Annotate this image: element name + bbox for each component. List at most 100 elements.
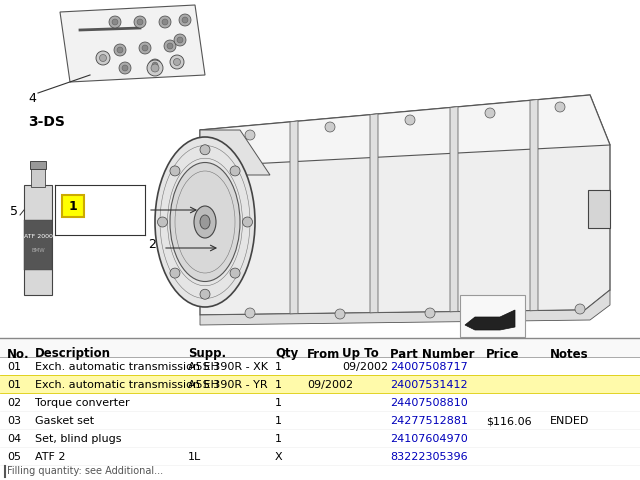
Text: 1: 1 <box>275 434 282 444</box>
Text: Set, blind plugs: Set, blind plugs <box>35 434 122 444</box>
Text: 1: 1 <box>275 380 282 390</box>
Text: 24277512881: 24277512881 <box>390 416 468 426</box>
Text: ATF 2: ATF 2 <box>35 452 65 462</box>
Text: 24107604970: 24107604970 <box>390 434 468 444</box>
Circle shape <box>243 217 253 227</box>
Polygon shape <box>200 130 270 175</box>
Text: Torque converter: Torque converter <box>35 398 130 408</box>
Circle shape <box>122 65 128 71</box>
Text: 09/2002: 09/2002 <box>307 380 353 390</box>
Text: Exch. automatic transmission EH: Exch. automatic transmission EH <box>35 380 219 390</box>
Text: Description: Description <box>35 348 111 360</box>
Text: Supp.: Supp. <box>188 348 226 360</box>
Bar <box>62 195 84 217</box>
Circle shape <box>200 145 210 155</box>
Text: Price: Price <box>486 348 520 360</box>
Circle shape <box>335 309 345 319</box>
Polygon shape <box>200 95 610 165</box>
Text: BMW: BMW <box>31 248 45 252</box>
Circle shape <box>555 102 565 112</box>
Text: 01: 01 <box>7 362 21 372</box>
Bar <box>588 190 610 228</box>
Text: $116.06: $116.06 <box>486 416 532 426</box>
Text: Gasket set: Gasket set <box>35 416 94 426</box>
Circle shape <box>157 217 168 227</box>
Polygon shape <box>60 5 205 82</box>
Circle shape <box>485 108 495 118</box>
Circle shape <box>109 16 121 28</box>
Circle shape <box>139 42 151 54</box>
Text: 1: 1 <box>275 362 282 372</box>
Circle shape <box>147 60 163 76</box>
Circle shape <box>142 45 148 51</box>
Polygon shape <box>200 95 610 315</box>
Text: 01: 01 <box>7 380 21 390</box>
Circle shape <box>149 59 161 71</box>
Text: Part Number: Part Number <box>390 348 474 360</box>
Circle shape <box>99 55 106 61</box>
Circle shape <box>575 304 585 314</box>
Circle shape <box>179 14 191 26</box>
Text: 24007508717: 24007508717 <box>390 362 468 372</box>
Text: 1L: 1L <box>188 452 201 462</box>
Circle shape <box>170 166 180 176</box>
Text: 1: 1 <box>275 398 282 408</box>
Bar <box>460 295 525 337</box>
Polygon shape <box>465 310 515 330</box>
Text: 24007531412: 24007531412 <box>390 380 468 390</box>
Text: Filling quantity: see Additional...: Filling quantity: see Additional... <box>7 466 163 476</box>
Bar <box>24 220 52 270</box>
Circle shape <box>245 130 255 140</box>
Circle shape <box>159 16 171 28</box>
Circle shape <box>173 59 180 65</box>
Circle shape <box>117 47 123 53</box>
Circle shape <box>119 62 131 74</box>
Circle shape <box>114 44 126 56</box>
Text: Notes: Notes <box>550 348 589 360</box>
Bar <box>30 161 46 169</box>
Circle shape <box>170 268 180 278</box>
Circle shape <box>325 122 335 132</box>
Circle shape <box>167 43 173 49</box>
Text: A5S 390R - XK: A5S 390R - XK <box>188 362 268 372</box>
Circle shape <box>137 19 143 25</box>
Text: 3-DS: 3-DS <box>28 115 65 129</box>
Text: 1: 1 <box>275 416 282 426</box>
Circle shape <box>152 62 158 68</box>
Text: 5: 5 <box>10 205 18 218</box>
Ellipse shape <box>155 137 255 307</box>
Text: X: X <box>275 452 283 462</box>
Circle shape <box>162 19 168 25</box>
Text: From: From <box>307 348 340 360</box>
Circle shape <box>151 64 159 72</box>
Text: 4: 4 <box>28 92 36 105</box>
Text: ATF 2000: ATF 2000 <box>24 235 52 240</box>
Circle shape <box>182 17 188 23</box>
Circle shape <box>96 51 110 65</box>
Circle shape <box>245 308 255 318</box>
Polygon shape <box>200 290 610 325</box>
Circle shape <box>177 37 183 43</box>
Ellipse shape <box>170 163 240 281</box>
Text: 03: 03 <box>7 416 21 426</box>
Bar <box>31 167 45 187</box>
Polygon shape <box>290 121 298 314</box>
Ellipse shape <box>200 215 210 229</box>
Text: 1: 1 <box>68 201 77 214</box>
Circle shape <box>230 268 240 278</box>
Text: Qty: Qty <box>275 348 298 360</box>
Bar <box>0 375 640 393</box>
Text: ENDED: ENDED <box>550 416 589 426</box>
Circle shape <box>112 19 118 25</box>
Ellipse shape <box>194 206 216 238</box>
Circle shape <box>134 16 146 28</box>
Circle shape <box>425 308 435 318</box>
Circle shape <box>164 40 176 52</box>
Text: 361146: 361146 <box>474 347 510 357</box>
Bar <box>0 338 640 358</box>
Text: 02: 02 <box>7 398 21 408</box>
Circle shape <box>170 55 184 69</box>
Text: No.: No. <box>7 348 29 360</box>
Text: 2: 2 <box>148 238 156 251</box>
Text: A5S 390R - YR: A5S 390R - YR <box>188 380 268 390</box>
